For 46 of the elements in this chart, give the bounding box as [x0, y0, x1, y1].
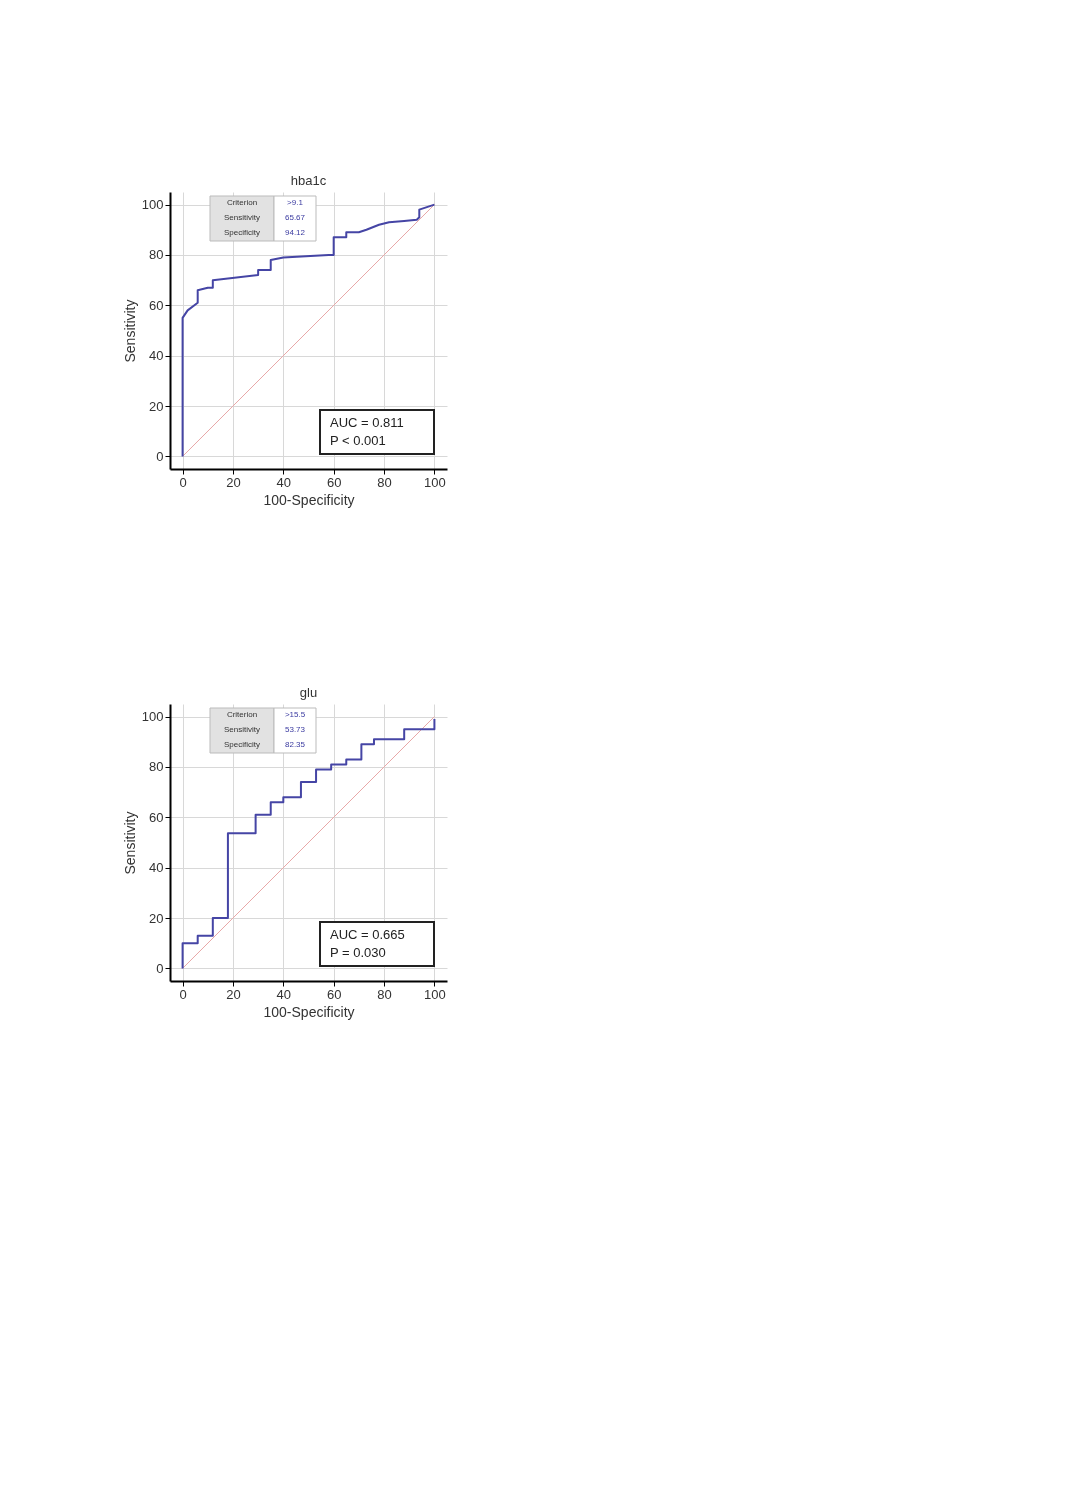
y-tick-label: 20: [149, 910, 164, 926]
y-tick-label: 80: [149, 759, 164, 775]
y-tick-label: 40: [149, 860, 164, 876]
annotation: Sensitivity: [223, 725, 261, 734]
y-axis-title: Sensitivity: [121, 811, 138, 875]
annotation: >9.1: [287, 198, 304, 207]
annotation: 82.35: [284, 740, 306, 749]
annotation: 65.67: [284, 213, 306, 222]
y-tick-label: 60: [149, 809, 164, 825]
y-tick-label: 80: [149, 247, 164, 263]
annotation: P < 0.001: [330, 433, 386, 448]
y-tick-label: 0: [156, 448, 164, 464]
y-tick-label: 100: [141, 709, 164, 725]
y-tick-label: 100: [141, 197, 164, 213]
chart-title: glu: [299, 685, 318, 700]
annotation: Criterion: [226, 710, 258, 719]
x-tick-label: 80: [377, 986, 392, 1002]
x-tick-label: 20: [226, 986, 241, 1002]
x-tick-label: 80: [377, 474, 392, 490]
x-tick-label: 20: [226, 474, 241, 490]
y-tick-label: 0: [156, 960, 164, 976]
y-tick-label: 60: [149, 297, 164, 313]
y-tick-label: 40: [149, 348, 164, 364]
annotation: Specificity: [223, 740, 261, 749]
annotation: AUC = 0.811: [330, 415, 404, 430]
x-tick-label: 0: [179, 986, 187, 1002]
annotation: 53.73: [284, 725, 306, 734]
chart-title: hba1c: [290, 173, 327, 188]
annotation: P = 0.030: [330, 945, 386, 960]
x-tick-label: 40: [276, 474, 292, 490]
annotation: >15.5: [284, 710, 306, 719]
annotation: Criterion: [226, 198, 258, 207]
x-tick-label: 100: [424, 474, 446, 490]
x-tick-label: 60: [326, 474, 342, 490]
x-tick-label: 100: [424, 986, 446, 1002]
annotation: 94.12: [284, 228, 306, 237]
x-tick-label: 0: [179, 474, 187, 490]
annotation: Sensitivity: [223, 213, 261, 222]
y-axis-title: Sensitivity: [121, 299, 138, 363]
annotation: Specificity: [223, 228, 261, 237]
y-tick-label: 20: [149, 398, 164, 414]
x-axis-title: 100-Specificity: [263, 491, 355, 508]
x-tick-label: 40: [276, 986, 292, 1002]
x-tick-label: 60: [326, 986, 342, 1002]
x-axis-title: 100-Specificity: [263, 1003, 355, 1020]
annotation: AUC = 0.665: [330, 927, 405, 942]
